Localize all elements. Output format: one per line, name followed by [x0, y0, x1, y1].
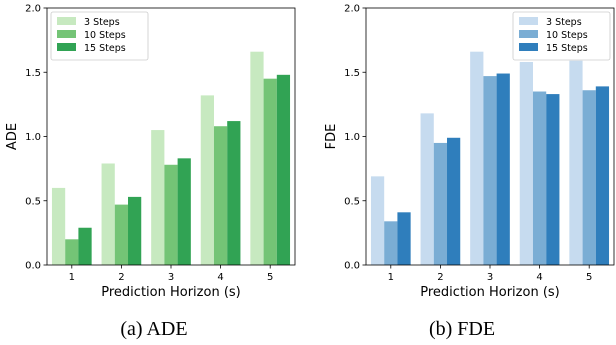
y-tick-label: 0.5	[25, 196, 41, 207]
x-tick-label: 5	[267, 272, 273, 283]
bar-15-steps-5	[276, 74, 291, 265]
x-tick-label: 1	[388, 272, 394, 283]
legend-label: 10 Steps	[84, 30, 126, 41]
bar-15-steps-5	[595, 86, 610, 265]
chart-panel-ade: 0.0 0.5 1.0 1.5 2.0 1 2 3 4 5 Prediction Horizon (…	[5, 4, 296, 300]
bar-15-steps-4	[546, 94, 560, 265]
legend-swatch	[519, 17, 538, 25]
bar-15-steps-4	[227, 121, 241, 265]
bar-10-steps-3	[483, 76, 497, 265]
bar-15-steps-1	[78, 227, 92, 265]
bar-10-steps-4	[532, 91, 547, 266]
bar-15-steps-2	[128, 196, 142, 265]
x-tick-label: 4	[217, 272, 223, 283]
y-axis-label: ADE	[5, 123, 20, 150]
x-axis-label: Prediction Horizon (s)	[101, 285, 240, 300]
bar-3-steps-2	[101, 163, 115, 265]
bar-15-steps-2	[447, 137, 461, 265]
bar-10-steps-2	[114, 204, 129, 265]
bar-10-steps-5	[263, 78, 277, 266]
legend: 3 Steps 10 Steps 15 Steps	[512, 11, 611, 61]
bar-10-steps-4	[213, 126, 228, 265]
bar-10-steps-3	[164, 164, 178, 265]
bar-15-steps-3	[496, 73, 510, 265]
x-tick-label: 2	[118, 272, 124, 283]
y-tick-label: 0.5	[344, 196, 360, 207]
bar-15-steps-1	[397, 212, 411, 265]
legend-swatch	[57, 43, 76, 51]
y-tick-label: 1.5	[25, 68, 41, 79]
bar-10-steps-1	[384, 221, 398, 265]
legend: 3 Steps 10 Steps 15 Steps	[50, 11, 149, 61]
x-axis-label: Prediction Horizon (s)	[420, 285, 559, 300]
legend-label: 10 Steps	[546, 30, 588, 41]
legend-swatch	[519, 30, 538, 38]
bar-3-steps-2	[420, 113, 434, 266]
y-tick-label: 1.5	[344, 68, 360, 79]
x-tick-label: 3	[168, 272, 174, 283]
x-tick-label: 2	[437, 272, 443, 283]
y-tick-label: 1.0	[344, 132, 360, 143]
caption-fde: (b) FDE	[428, 318, 496, 340]
legend-label: 15 Steps	[84, 43, 126, 54]
legend-label: 15 Steps	[546, 43, 588, 54]
legend-swatch	[519, 43, 538, 51]
bar-3-steps-5	[250, 51, 264, 265]
x-tick-label: 4	[536, 272, 542, 283]
y-tick-label: 2.0	[344, 4, 360, 15]
bar-3-steps-4	[519, 61, 533, 265]
y-tick-label: 0.0	[25, 261, 41, 272]
y-tick-label: 2.0	[25, 4, 41, 15]
bar-10-steps-5	[582, 90, 596, 266]
bar-10-steps-2	[433, 142, 448, 265]
bar-3-steps-1	[51, 187, 66, 265]
bar-3-steps-3	[151, 130, 165, 265]
y-axis-label: FDE	[324, 124, 339, 150]
legend-swatch	[57, 17, 76, 25]
y-tick-label: 1.0	[25, 132, 41, 143]
bar-3-steps-3	[470, 51, 484, 265]
x-tick-label: 1	[69, 272, 75, 283]
legend-swatch	[57, 30, 76, 38]
y-tick-label: 0.0	[344, 261, 360, 272]
x-tick-label: 5	[586, 272, 592, 283]
legend-label: 3 Steps	[84, 17, 120, 28]
chart-panel-fde: 0.0 0.5 1.0 1.5 2.0 1 2 3 4 5 Prediction Horizon (…	[324, 4, 615, 300]
x-tick-label: 3	[487, 272, 493, 283]
bar-15-steps-3	[177, 158, 191, 265]
caption-ade: (a) ADE	[120, 318, 188, 340]
legend-label: 3 Steps	[546, 17, 582, 28]
bar-3-steps-5	[569, 60, 583, 265]
bar-3-steps-4	[200, 95, 214, 265]
bar-3-steps-1	[370, 176, 385, 265]
bar-10-steps-1	[65, 239, 79, 265]
